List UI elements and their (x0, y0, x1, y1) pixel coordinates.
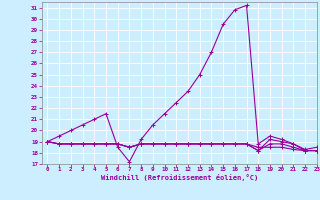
X-axis label: Windchill (Refroidissement éolien,°C): Windchill (Refroidissement éolien,°C) (100, 174, 258, 181)
